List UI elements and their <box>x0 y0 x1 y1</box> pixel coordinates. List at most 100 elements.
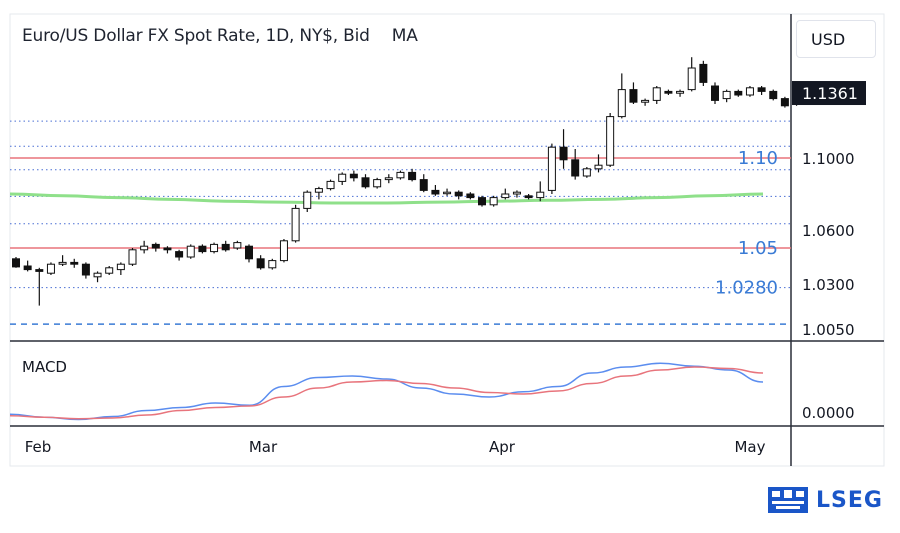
candle-body <box>454 191 463 197</box>
candle-body <box>81 263 90 276</box>
level-label: 1.0280 <box>715 278 778 299</box>
price-tick: 1.0050 <box>802 321 855 339</box>
candle <box>536 181 545 202</box>
candle-body <box>291 207 300 242</box>
candle <box>466 192 475 200</box>
candle <box>233 240 242 250</box>
candle-body <box>594 164 603 170</box>
candle-body <box>559 146 568 161</box>
candle <box>489 195 498 207</box>
candle-body <box>256 258 265 269</box>
candle-body <box>419 179 428 191</box>
candle <box>454 190 463 200</box>
level-label: 1.05 <box>738 238 778 259</box>
last-price-badge <box>792 81 866 106</box>
candle-body <box>175 251 184 258</box>
candle-body <box>617 89 626 118</box>
lseg-crest-icon <box>768 487 808 513</box>
candle-body <box>536 191 545 199</box>
candle <box>279 239 288 263</box>
candle-body <box>466 193 475 199</box>
candle <box>221 240 230 252</box>
candle <box>105 266 114 275</box>
candle-body <box>489 197 498 206</box>
candle <box>93 271 102 283</box>
title-text: Euro/US Dollar FX Spot Rate, 1D, NY$, Bi… <box>22 26 370 46</box>
candle <box>419 174 428 193</box>
candle <box>326 179 335 191</box>
candle-body <box>210 243 219 253</box>
price-tick: 1.1000 <box>802 150 855 168</box>
candle-body <box>734 90 743 96</box>
candle <box>58 255 67 266</box>
candle <box>443 188 452 196</box>
date-tick: Apr <box>489 438 516 456</box>
candle-body <box>116 263 125 271</box>
candle-body <box>140 245 149 251</box>
candle-body <box>338 173 347 182</box>
signal-line <box>9 366 764 420</box>
candle <box>186 244 195 259</box>
candle <box>198 244 207 254</box>
macd-label: MACD <box>22 358 67 376</box>
candle-body <box>23 265 32 271</box>
candle-body <box>582 168 591 177</box>
candle-body <box>361 177 370 188</box>
candle <box>151 242 160 252</box>
candle <box>268 258 277 270</box>
price-tick: 1.0300 <box>802 276 855 294</box>
candle <box>757 86 766 95</box>
macd-line <box>9 362 764 421</box>
candle-body <box>780 98 789 107</box>
candle <box>617 73 626 119</box>
indicator-label[interactable]: MA <box>391 26 418 46</box>
candle <box>559 129 568 169</box>
candle <box>769 89 778 101</box>
candle <box>512 190 521 198</box>
candle-body <box>245 245 253 260</box>
candle-body <box>571 159 580 177</box>
candle <box>140 240 149 254</box>
candle <box>664 89 673 95</box>
candle-body <box>641 99 650 103</box>
candle-body <box>326 180 335 190</box>
candle <box>361 174 370 189</box>
candle-body <box>443 191 452 195</box>
candle <box>408 168 417 182</box>
candle <box>641 98 650 106</box>
candle-body <box>314 188 323 193</box>
candle <box>338 172 347 185</box>
candle-body <box>35 269 44 272</box>
candle <box>12 257 20 268</box>
date-tick: May <box>734 438 765 456</box>
candle-body <box>501 193 510 199</box>
candle-body <box>408 171 417 181</box>
date-tick: Feb <box>25 438 52 456</box>
candle <box>606 113 615 167</box>
candle-body <box>128 249 137 265</box>
candle <box>384 174 393 184</box>
ma-line <box>9 192 764 205</box>
candle-body <box>512 191 521 195</box>
candle <box>501 188 510 200</box>
currency-button[interactable]: USD <box>796 20 876 58</box>
candle-body <box>722 90 731 100</box>
candle <box>687 57 696 92</box>
candle-body <box>629 89 638 103</box>
macd-tick: 0.0000 <box>802 404 855 422</box>
candle <box>291 204 300 243</box>
candle-body <box>547 146 556 191</box>
candle-body <box>606 116 615 166</box>
candle-body <box>58 261 67 265</box>
candle-body <box>769 90 778 100</box>
candle <box>547 143 556 194</box>
candle-body <box>279 240 288 262</box>
candle <box>734 89 743 97</box>
candle-body <box>93 272 102 278</box>
candle <box>23 260 32 272</box>
candle <box>629 82 638 104</box>
candle-body <box>524 195 533 199</box>
candle-body <box>384 177 393 181</box>
candle-body <box>664 90 673 94</box>
